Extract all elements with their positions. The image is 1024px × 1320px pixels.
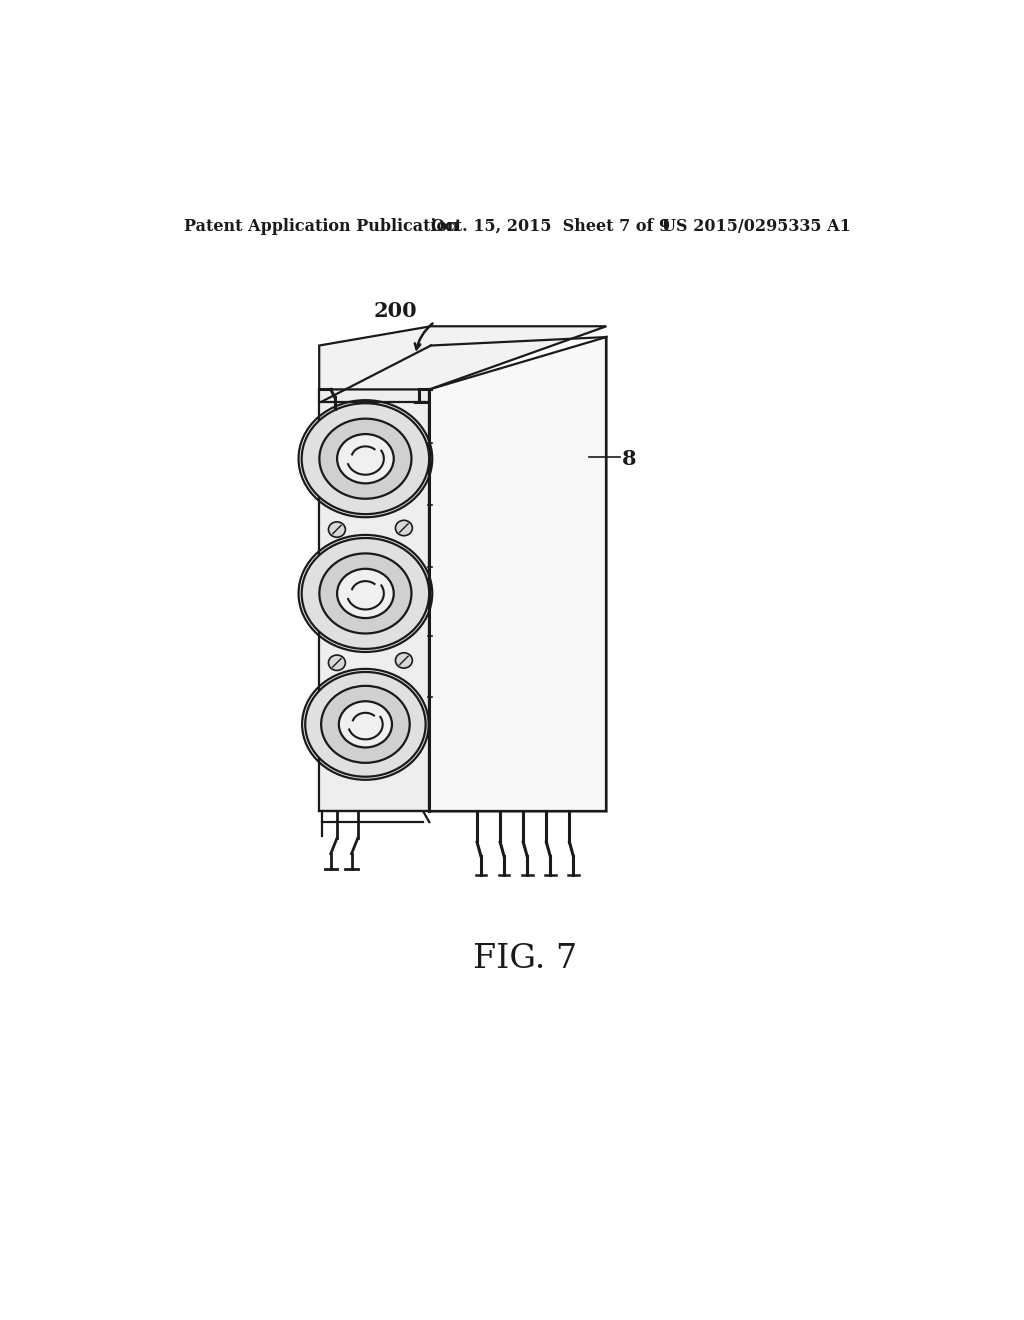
Ellipse shape xyxy=(339,701,392,747)
Polygon shape xyxy=(429,337,606,812)
Ellipse shape xyxy=(319,418,412,499)
Polygon shape xyxy=(319,326,606,389)
Text: Oct. 15, 2015  Sheet 7 of 9: Oct. 15, 2015 Sheet 7 of 9 xyxy=(431,218,670,235)
Ellipse shape xyxy=(329,655,345,671)
Ellipse shape xyxy=(395,520,413,536)
Ellipse shape xyxy=(305,672,426,776)
Ellipse shape xyxy=(322,686,410,763)
Ellipse shape xyxy=(329,521,345,537)
Polygon shape xyxy=(319,389,429,812)
Ellipse shape xyxy=(395,653,413,668)
Ellipse shape xyxy=(319,553,412,634)
Ellipse shape xyxy=(337,434,394,483)
Text: FIG. 7: FIG. 7 xyxy=(473,944,577,975)
Ellipse shape xyxy=(302,404,429,513)
Text: 8: 8 xyxy=(622,449,636,469)
Ellipse shape xyxy=(337,569,394,618)
Text: 200: 200 xyxy=(373,301,417,321)
Ellipse shape xyxy=(302,539,429,649)
Text: Patent Application Publication: Patent Application Publication xyxy=(184,218,459,235)
Text: US 2015/0295335 A1: US 2015/0295335 A1 xyxy=(662,218,851,235)
